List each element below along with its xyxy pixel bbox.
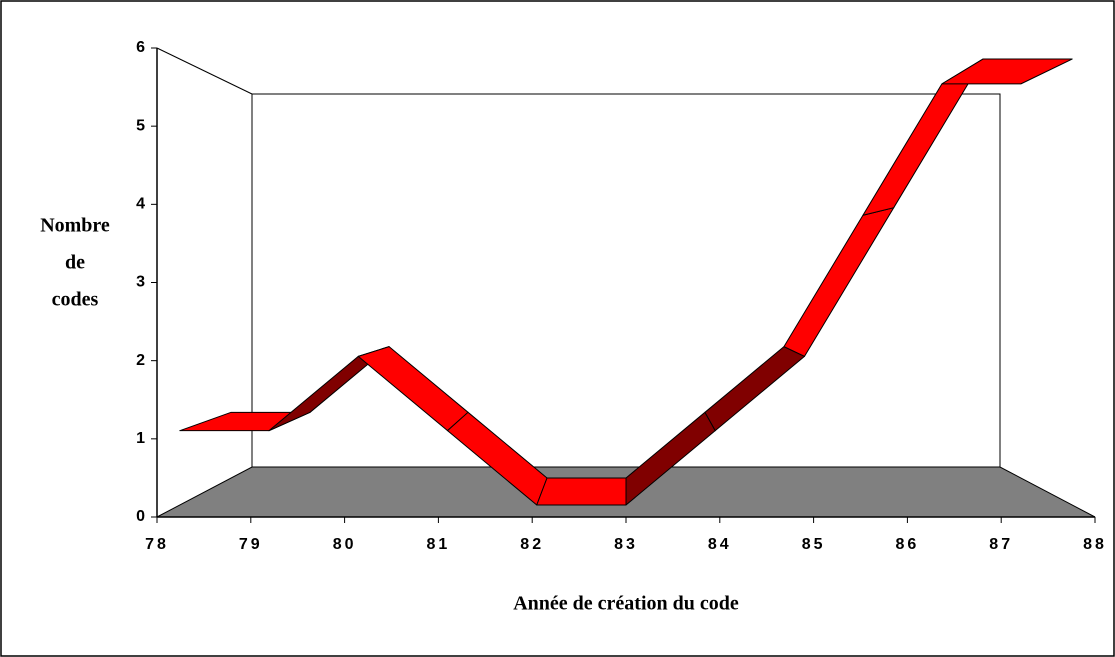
x-tick-label: 85: [802, 536, 826, 553]
x-tick-label: 82: [520, 536, 544, 553]
side-edge: [156, 47, 253, 95]
x-axis-label: Année de création du code: [513, 593, 739, 615]
x-tick-label: 83: [614, 536, 638, 553]
y-tick-label: 1: [136, 430, 145, 447]
y-axis-label: de: [65, 252, 85, 274]
y-tick-label: 2: [136, 352, 145, 369]
ribbon-segment: [536, 477, 627, 506]
y-axis-label: codes: [52, 289, 99, 311]
x-tick-label: 88: [1083, 536, 1107, 553]
x-tick-label: 87: [989, 536, 1013, 553]
x-tick-label: 86: [896, 536, 920, 553]
x-tick-label: 80: [333, 536, 357, 553]
x-tick-label: 81: [427, 536, 451, 553]
y-tick-label: 3: [136, 274, 145, 291]
x-tick-label: 79: [239, 536, 263, 553]
x-tick-label: 84: [708, 536, 732, 553]
y-tick-label: 4: [136, 196, 145, 213]
ribbon-segment: [941, 58, 1073, 85]
y-tick-label: 0: [136, 508, 145, 525]
y-axis-label: Nombre: [40, 215, 110, 237]
y-tick-label: 5: [136, 117, 145, 134]
y-tick-label: 6: [136, 39, 145, 56]
x-tick-label: 78: [145, 536, 169, 553]
back-wall: [251, 93, 1001, 468]
